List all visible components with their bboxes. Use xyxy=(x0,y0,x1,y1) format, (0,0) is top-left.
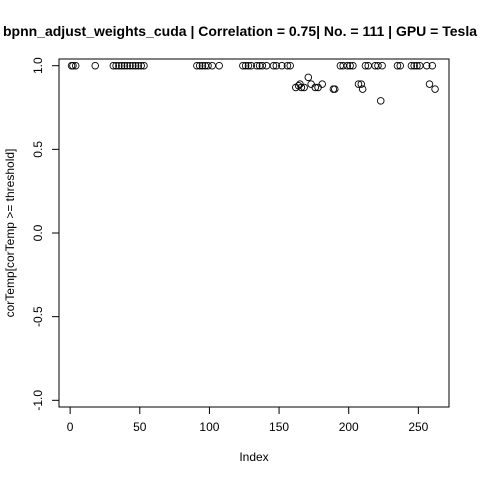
x-tick-label: 50 xyxy=(133,420,147,434)
data-point xyxy=(195,61,204,70)
data-point xyxy=(112,61,120,70)
y-axis: -1.0 -0.5 0.0 0.5 1.0 xyxy=(31,57,60,411)
data-point xyxy=(134,61,143,70)
data-point xyxy=(413,61,421,70)
data-point xyxy=(69,61,77,70)
data-point xyxy=(269,61,278,70)
data-point xyxy=(283,61,292,70)
data-point xyxy=(407,61,416,70)
data-point xyxy=(215,61,223,70)
data-point xyxy=(396,61,405,70)
x-tick-label: 100 xyxy=(199,420,219,434)
data-point xyxy=(318,80,327,88)
data-point xyxy=(361,61,370,70)
y-tick-label: 1.0 xyxy=(31,57,45,74)
data-point xyxy=(71,61,80,70)
data-point xyxy=(428,61,437,70)
data-point xyxy=(357,80,366,88)
data-point xyxy=(258,61,267,70)
y-axis-label: corTemp[corTemp >= threshold] xyxy=(3,149,17,318)
data-point xyxy=(377,97,385,105)
data-point xyxy=(304,73,313,82)
data-point xyxy=(247,61,255,70)
chart-title: bpnn_adjust_weights_cuda | Correlation =… xyxy=(3,23,477,39)
data-point xyxy=(137,61,145,70)
data-point xyxy=(425,80,434,88)
data-point xyxy=(123,61,131,70)
data-point xyxy=(117,61,126,70)
data-point xyxy=(278,61,286,70)
data-point xyxy=(262,61,271,70)
data-point xyxy=(431,85,439,93)
data-point xyxy=(307,80,315,88)
x-axis-label: Index xyxy=(239,450,268,464)
y-tick-label: 0.0 xyxy=(31,224,45,241)
data-point xyxy=(126,61,134,70)
data-point xyxy=(129,61,137,70)
data-point xyxy=(374,61,382,70)
x-axis: 0 50 100 150 200 250 xyxy=(67,406,429,434)
y-tick-label: -1.0 xyxy=(31,390,45,411)
x-tick-label: 150 xyxy=(269,420,289,434)
data-points xyxy=(67,61,439,105)
data-point xyxy=(311,83,320,92)
data-point xyxy=(297,83,306,92)
data-point xyxy=(115,61,123,70)
data-point xyxy=(358,85,367,93)
data-point xyxy=(378,61,386,70)
data-point xyxy=(241,61,250,70)
data-point xyxy=(422,61,431,70)
data-point xyxy=(91,61,99,70)
data-point xyxy=(286,61,294,70)
data-point xyxy=(140,61,148,70)
data-point xyxy=(393,61,402,70)
data-point xyxy=(193,61,201,70)
plot-frame xyxy=(58,58,450,408)
data-point xyxy=(239,61,247,70)
data-point xyxy=(131,61,140,70)
data-point xyxy=(354,80,363,88)
data-point xyxy=(346,61,354,70)
x-tick-label: 200 xyxy=(339,420,359,434)
data-point xyxy=(343,61,352,70)
data-point xyxy=(331,85,339,93)
data-point xyxy=(244,61,253,70)
y-tick-label: 0.5 xyxy=(31,141,45,158)
data-point xyxy=(349,61,357,70)
data-point xyxy=(198,61,207,70)
data-point xyxy=(208,61,216,70)
x-tick-label: 250 xyxy=(408,420,428,434)
data-point xyxy=(410,61,418,70)
data-point xyxy=(109,61,118,70)
data-point xyxy=(272,61,281,70)
x-tick-label: 0 xyxy=(67,420,74,434)
data-point xyxy=(300,83,308,92)
data-point xyxy=(204,61,212,70)
data-point xyxy=(120,61,129,70)
data-point xyxy=(253,61,261,70)
y-tick-label: -0.5 xyxy=(31,306,45,327)
